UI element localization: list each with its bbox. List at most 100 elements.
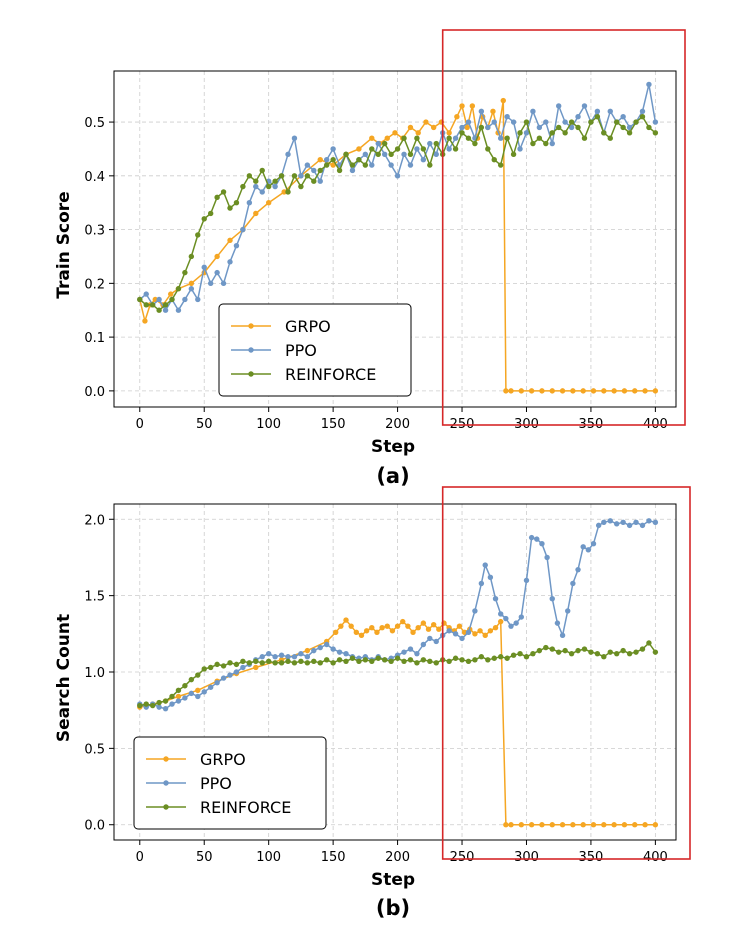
data-point-grpo	[539, 388, 545, 394]
data-point-reinforce	[556, 124, 562, 131]
data-point-reinforce	[433, 660, 439, 666]
data-point-reinforce	[240, 183, 246, 190]
data-point-ppo	[652, 519, 659, 526]
data-point-grpo	[549, 822, 555, 828]
data-point-reinforce	[401, 658, 407, 665]
data-point-ppo	[188, 690, 195, 697]
data-point-reinforce	[394, 655, 401, 661]
data-point-ppo	[285, 654, 291, 660]
data-point-grpo	[425, 626, 432, 632]
data-point-ppo	[220, 280, 227, 287]
data-point-grpo	[528, 388, 535, 394]
x-tick-label: 300	[514, 850, 539, 865]
data-point-ppo	[227, 672, 233, 678]
data-point-reinforce	[588, 649, 594, 655]
data-point-grpo	[423, 119, 429, 125]
data-point-reinforce	[504, 135, 510, 141]
data-point-ppo	[478, 108, 485, 115]
data-point-grpo	[369, 625, 375, 631]
data-point-ppo	[195, 296, 201, 303]
data-point-reinforce	[311, 178, 317, 184]
data-point-grpo	[394, 623, 401, 629]
legend: GRPO PPO REINFORCE	[218, 303, 412, 397]
data-point-reinforce	[517, 130, 523, 136]
data-point-reinforce	[362, 657, 369, 663]
y-tick-label: 0.2	[84, 277, 105, 292]
data-point-reinforce	[156, 699, 162, 706]
data-point-grpo	[214, 253, 220, 260]
data-point-reinforce	[175, 286, 182, 292]
data-point-reinforce	[607, 649, 613, 655]
data-point-reinforce	[614, 650, 620, 657]
data-point-ppo	[304, 654, 311, 660]
data-point-reinforce	[459, 130, 465, 136]
data-point-reinforce	[652, 130, 659, 136]
data-point-ppo	[639, 522, 646, 529]
data-point-reinforce	[369, 146, 375, 152]
data-point-ppo	[446, 628, 452, 634]
data-point-reinforce	[588, 119, 594, 125]
data-point-ppo	[317, 644, 323, 651]
data-point-ppo	[626, 522, 633, 529]
data-point-reinforce	[214, 661, 220, 668]
data-point-grpo	[343, 617, 349, 623]
legend-swatch-marker	[248, 323, 254, 329]
data-point-reinforce	[626, 130, 633, 136]
legend-frame	[218, 303, 412, 397]
data-point-reinforce	[478, 124, 485, 131]
data-point-grpo	[168, 291, 174, 297]
data-point-reinforce	[195, 232, 201, 238]
data-point-grpo	[304, 647, 311, 654]
data-point-grpo	[642, 388, 648, 394]
data-point-grpo	[454, 113, 460, 120]
data-point-ppo	[214, 269, 220, 276]
data-point-ppo	[414, 146, 420, 152]
data-point-grpo	[374, 629, 380, 635]
data-point-ppo	[175, 698, 182, 704]
data-point-grpo	[508, 822, 514, 828]
data-point-ppo	[614, 521, 620, 527]
data-point-reinforce	[568, 119, 575, 125]
data-point-grpo	[652, 388, 659, 394]
data-point-grpo	[503, 822, 509, 828]
data-point-reinforce	[530, 140, 536, 147]
data-point-ppo	[565, 608, 571, 614]
data-point-ppo	[539, 541, 545, 547]
data-point-grpo	[379, 625, 385, 631]
data-point-ppo	[182, 695, 188, 701]
data-point-reinforce	[330, 660, 336, 666]
data-point-reinforce	[336, 657, 343, 663]
y-tick-label: 1.5	[84, 590, 105, 605]
x-tick-label: 400	[643, 850, 668, 865]
data-point-ppo	[214, 679, 220, 686]
data-point-reinforce	[562, 647, 568, 654]
data-point-reinforce	[285, 189, 291, 195]
data-point-reinforce	[259, 660, 265, 666]
data-point-ppo	[549, 140, 555, 147]
data-point-ppo	[375, 140, 381, 147]
data-point-ppo	[433, 638, 439, 645]
data-point-ppo	[407, 162, 414, 168]
data-point-grpo	[330, 162, 336, 168]
data-point-reinforce	[646, 640, 652, 646]
data-point-grpo	[436, 626, 442, 632]
data-point-reinforce	[343, 151, 349, 158]
data-point-ppo	[478, 580, 485, 587]
data-point-ppo	[195, 693, 201, 700]
data-point-ppo	[543, 119, 549, 125]
data-point-grpo	[570, 388, 576, 394]
data-point-reinforce	[478, 654, 485, 660]
data-point-grpo	[549, 388, 555, 394]
data-point-reinforce	[149, 302, 156, 308]
data-point-reinforce	[291, 660, 298, 666]
data-point-grpo	[253, 210, 259, 217]
data-point-ppo	[156, 296, 162, 303]
data-point-ppo	[492, 595, 499, 602]
data-point-reinforce	[543, 644, 549, 651]
data-point-ppo	[504, 113, 510, 120]
highlight-box	[441, 486, 691, 860]
data-point-reinforce	[620, 124, 626, 131]
data-point-ppo	[259, 654, 265, 660]
data-point-reinforce	[143, 701, 149, 707]
data-point-reinforce	[272, 660, 278, 666]
